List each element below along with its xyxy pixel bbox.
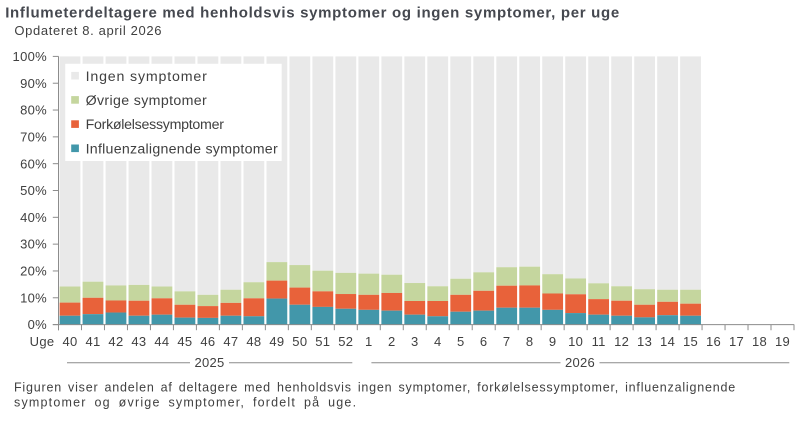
svg-text:1: 1 xyxy=(365,334,373,349)
svg-text:2025: 2025 xyxy=(194,355,224,370)
svg-text:Influenzalignende symptomer: Influenzalignende symptomer xyxy=(86,141,278,157)
svg-text:Ingen symptomer: Ingen symptomer xyxy=(86,69,208,85)
svg-text:Øvrige symptomer: Øvrige symptomer xyxy=(86,93,208,109)
svg-text:40: 40 xyxy=(62,334,77,349)
svg-text:45: 45 xyxy=(177,334,192,349)
svg-text:13: 13 xyxy=(637,334,652,349)
svg-text:52: 52 xyxy=(338,334,353,349)
svg-text:49: 49 xyxy=(269,334,284,349)
svg-text:Influmeterdeltagere med henhol: Influmeterdeltagere med henholdsvis symp… xyxy=(5,5,620,22)
svg-text:17: 17 xyxy=(729,334,744,349)
svg-text:10: 10 xyxy=(568,334,583,349)
svg-text:47: 47 xyxy=(223,334,238,349)
svg-text:20%: 20% xyxy=(20,264,47,279)
svg-text:10%: 10% xyxy=(20,290,47,305)
svg-text:7: 7 xyxy=(503,334,511,349)
svg-text:2: 2 xyxy=(388,334,396,349)
svg-text:11: 11 xyxy=(592,334,606,349)
svg-text:60%: 60% xyxy=(20,156,47,171)
svg-text:18: 18 xyxy=(752,334,767,349)
svg-text:9: 9 xyxy=(549,334,557,349)
svg-text:16: 16 xyxy=(706,334,721,349)
svg-text:100%: 100% xyxy=(13,49,48,64)
svg-text:3: 3 xyxy=(411,334,419,349)
svg-text:80%: 80% xyxy=(20,103,47,118)
svg-text:48: 48 xyxy=(246,334,261,349)
svg-text:14: 14 xyxy=(660,334,675,349)
svg-text:4: 4 xyxy=(434,334,442,349)
svg-text:Uge: Uge xyxy=(30,334,55,349)
svg-text:5: 5 xyxy=(457,334,465,349)
svg-text:symptomer og øvrige symptomer,: symptomer og øvrige symptomer, fordelt p… xyxy=(14,396,357,410)
svg-text:Forkølelsessymptomer: Forkølelsessymptomer xyxy=(86,117,225,133)
svg-text:8: 8 xyxy=(526,334,534,349)
svg-text:Opdateret 8. april 2026: Opdateret 8. april 2026 xyxy=(14,23,162,38)
svg-text:44: 44 xyxy=(154,334,169,349)
svg-text:2026: 2026 xyxy=(565,355,595,370)
svg-text:40%: 40% xyxy=(20,210,47,225)
svg-text:19: 19 xyxy=(775,334,790,349)
svg-text:30%: 30% xyxy=(20,237,47,252)
svg-text:50%: 50% xyxy=(20,183,47,198)
svg-text:0%: 0% xyxy=(28,317,48,332)
svg-text:90%: 90% xyxy=(20,76,47,91)
svg-text:70%: 70% xyxy=(20,129,47,144)
svg-text:51: 51 xyxy=(315,334,330,349)
svg-text:12: 12 xyxy=(614,334,629,349)
svg-text:43: 43 xyxy=(131,334,146,349)
svg-text:46: 46 xyxy=(200,334,215,349)
svg-text:Figuren viser andelen af delta: Figuren viser andelen af deltagere med h… xyxy=(14,381,736,395)
svg-text:42: 42 xyxy=(108,334,123,349)
svg-text:15: 15 xyxy=(683,334,698,349)
svg-text:50: 50 xyxy=(292,334,307,349)
svg-text:6: 6 xyxy=(480,334,488,349)
svg-text:41: 41 xyxy=(85,334,100,349)
